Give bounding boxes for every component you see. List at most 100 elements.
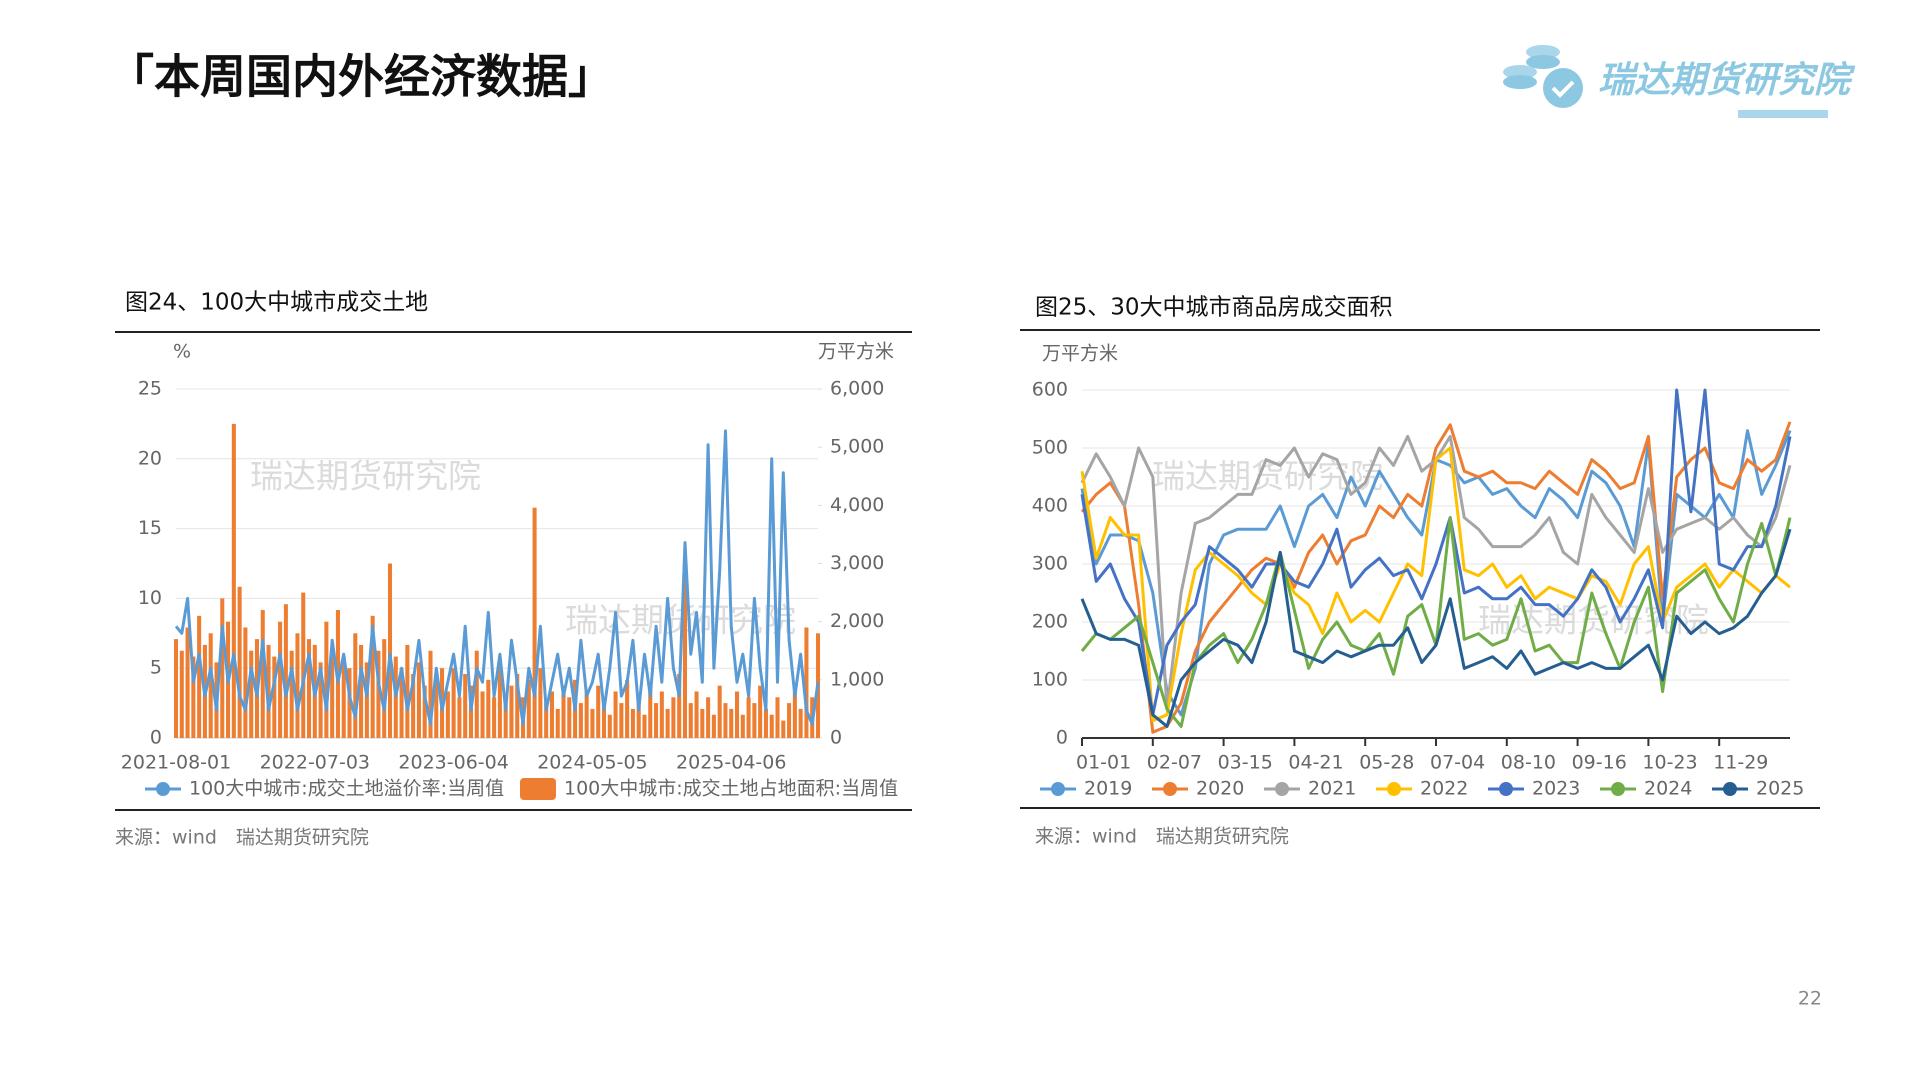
bar: [382, 639, 387, 738]
bar: [301, 592, 306, 738]
bar: [636, 697, 641, 738]
bar: [555, 708, 560, 738]
bar: [607, 714, 612, 738]
y2-tick-label: 0: [830, 727, 842, 749]
legend-swatch: [1387, 782, 1401, 796]
chart-title: 图24、100大中城市成交土地: [125, 290, 428, 316]
bar: [405, 644, 410, 738]
y2-tick-label: 1,000: [830, 668, 884, 690]
legend-label: 2025: [1756, 778, 1804, 800]
bar: [422, 685, 427, 738]
legend-swatch: [1499, 782, 1513, 796]
logo-icon: [1503, 45, 1583, 108]
chart-title: 图25、30大中城市商品房成交面积: [1035, 295, 1393, 321]
bar: [457, 697, 462, 738]
y-tick-label: 10: [138, 587, 162, 609]
bar: [798, 708, 803, 738]
legend-label: 100大中城市:成交土地占地面积:当周值: [564, 778, 898, 800]
bar: [411, 674, 416, 738]
bar: [283, 604, 288, 738]
bar: [775, 697, 780, 738]
bar: [399, 668, 404, 738]
x-tick-label: 08-10: [1501, 752, 1556, 774]
bar: [231, 423, 236, 738]
bar: [746, 697, 751, 738]
bar: [711, 714, 716, 738]
legend-label: 100大中城市:成交土地溢价率:当周值: [189, 778, 504, 800]
bar: [561, 685, 566, 738]
bar: [266, 644, 271, 738]
bar: [220, 598, 225, 738]
bar: [717, 685, 722, 738]
y2-tick-label: 4,000: [830, 494, 884, 516]
line: [1080, 388, 1792, 717]
bar: [654, 703, 659, 738]
y-tick-label: 5: [150, 657, 162, 679]
bar: [191, 656, 196, 738]
y-tick-label: 100: [1032, 669, 1068, 691]
y-tick-label: 20: [138, 447, 162, 469]
bar: [625, 679, 630, 738]
source: 来源：wind 瑞达期货研究院: [1035, 826, 1289, 848]
y-tick-label: 15: [138, 517, 162, 539]
line: [1080, 446, 1791, 723]
slide-title: 「本周国内外经济数据」: [108, 50, 614, 104]
bar: [526, 679, 531, 738]
bar: [341, 656, 346, 738]
bar: [723, 703, 728, 738]
bar: [503, 703, 508, 738]
bar: [706, 697, 711, 738]
bar: [434, 679, 439, 738]
source: 来源：wind 瑞达期货研究院: [115, 827, 369, 849]
bar: [289, 650, 294, 738]
bar: [578, 703, 583, 738]
line: [1080, 421, 1792, 734]
bar: [278, 621, 283, 738]
x-tick-label: 2023-06-04: [398, 752, 508, 774]
y-tick-label: 400: [1032, 495, 1068, 517]
y-tick-label: 200: [1032, 611, 1068, 633]
legend-label: 2021: [1308, 778, 1356, 800]
bar: [179, 650, 184, 738]
bar: [474, 650, 479, 738]
bar: [468, 685, 473, 738]
legend-swatch: [1723, 782, 1737, 796]
y2-tick-label: 5,000: [830, 436, 884, 458]
legend-label: 2024: [1644, 778, 1692, 800]
bar: [804, 627, 809, 738]
page-number: 22: [1798, 988, 1822, 1010]
y2-tick-label: 2,000: [830, 610, 884, 632]
bar: [364, 662, 369, 738]
logo-bar: [1738, 110, 1828, 118]
y-tick-label: 0: [150, 727, 162, 749]
bar: [648, 685, 653, 738]
bar: [445, 691, 450, 738]
legend-swatch: [156, 782, 170, 796]
bar: [671, 697, 676, 738]
bar: [682, 557, 687, 738]
bar: [480, 691, 485, 738]
bar: [619, 703, 624, 738]
bar: [694, 691, 699, 738]
bar: [688, 703, 693, 738]
y-axis-title: 万平方米: [1042, 343, 1118, 365]
y-axis-title: %: [173, 341, 191, 363]
bar: [769, 714, 774, 738]
x-tick-label: 01-01: [1076, 752, 1131, 774]
y-tick-label: 600: [1032, 379, 1068, 401]
bar: [324, 621, 329, 738]
bar: [677, 674, 682, 738]
bar: [792, 691, 797, 738]
bar: [376, 650, 381, 738]
y-tick-label: 25: [138, 378, 162, 400]
bar: [185, 627, 190, 738]
bar: [752, 703, 757, 738]
bar: [249, 650, 254, 738]
legend-swatch: [1275, 782, 1289, 796]
bar: [208, 633, 213, 738]
bar: [763, 708, 768, 738]
bar: [497, 662, 502, 738]
legend-swatch: [1051, 782, 1065, 796]
x-tick-label: 09-16: [1572, 752, 1627, 774]
